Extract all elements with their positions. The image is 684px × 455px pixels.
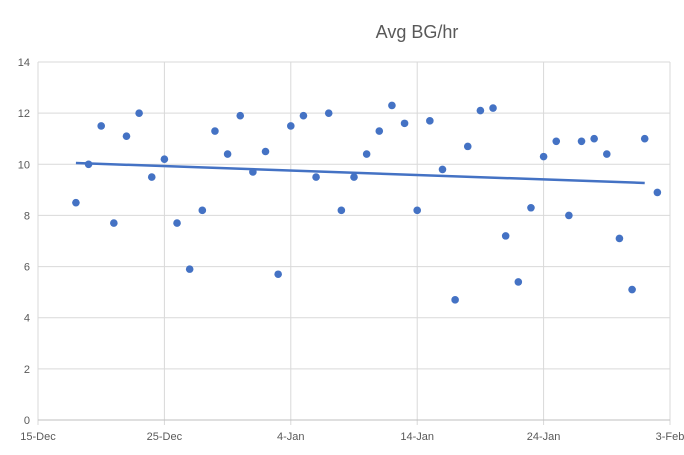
gridlines <box>37 61 671 421</box>
y-tick-label: 10 <box>18 159 30 171</box>
x-tick-label: 14-Jan <box>400 431 434 443</box>
data-point <box>438 165 447 174</box>
data-point <box>249 168 257 176</box>
data-point <box>274 270 282 279</box>
y-tick-label: 6 <box>24 262 30 274</box>
data-point <box>324 109 333 117</box>
data-point <box>185 265 194 273</box>
data-point <box>539 152 548 161</box>
data-point <box>451 296 459 304</box>
data-point <box>476 106 485 115</box>
y-tick-label: 2 <box>24 364 30 376</box>
data-point <box>362 150 371 158</box>
data-point <box>577 137 586 146</box>
data-point <box>463 142 472 151</box>
y-tick-label: 14 <box>18 57 30 69</box>
data-point <box>501 232 510 240</box>
trendline <box>75 161 645 185</box>
y-tick-label: 4 <box>24 313 30 325</box>
x-tick-label: 15-Dec <box>20 431 56 443</box>
data-point <box>261 147 270 156</box>
y-tick-label: 8 <box>24 210 30 222</box>
x-tick-label: 4-Jan <box>277 431 305 443</box>
data-point <box>628 285 636 294</box>
chart-title: Avg BG/hr <box>375 22 459 42</box>
data-point <box>198 206 207 215</box>
data-point <box>489 104 497 112</box>
data-point <box>97 122 105 130</box>
data-points <box>72 101 662 304</box>
data-point <box>400 119 409 128</box>
data-point <box>653 188 662 197</box>
data-point <box>211 127 219 135</box>
data-point <box>527 203 535 212</box>
data-point <box>615 234 624 243</box>
data-point <box>72 198 80 207</box>
data-point <box>413 206 422 215</box>
data-point <box>552 137 561 146</box>
data-point <box>388 101 396 110</box>
data-point <box>375 127 384 135</box>
data-point <box>122 132 131 140</box>
trendline-layer <box>75 161 645 185</box>
data-point <box>110 219 118 227</box>
data-point <box>84 160 93 169</box>
data-point <box>299 111 308 120</box>
data-point <box>223 150 232 158</box>
data-point <box>147 173 156 181</box>
data-point <box>287 122 295 130</box>
y-tick-label: 12 <box>18 108 30 120</box>
x-tick-label: 25-Dec <box>147 431 183 443</box>
data-point <box>135 109 143 117</box>
data-point <box>603 150 611 158</box>
data-point <box>426 117 434 125</box>
x-tick-label: 3-Feb <box>656 431 684 443</box>
data-point <box>337 206 346 215</box>
data-point <box>350 173 358 181</box>
data-point <box>514 278 523 286</box>
data-point <box>640 134 649 143</box>
data-point <box>160 155 169 163</box>
data-point <box>173 219 181 227</box>
x-tick-label: 24-Jan <box>527 431 561 443</box>
y-tick-label: 0 <box>24 415 30 427</box>
data-point <box>236 111 245 120</box>
data-point <box>565 211 573 220</box>
data-point <box>312 173 320 181</box>
axes: 0 2 4 6 8 10 12 14 15-Dec 25-Dec 4-Jan 14-Jan 24-Jan… <box>18 57 684 443</box>
data-point <box>590 134 598 143</box>
